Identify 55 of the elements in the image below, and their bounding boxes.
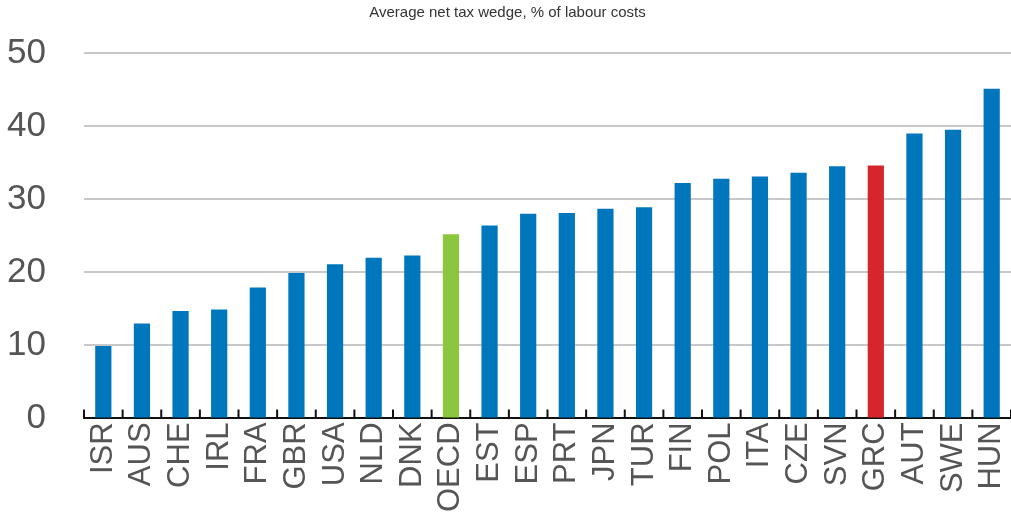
bar [365, 257, 382, 418]
bar [635, 207, 653, 418]
x-tick-label: CZE [779, 422, 815, 485]
bar [133, 323, 151, 418]
x-tick-label: ESP [508, 422, 544, 485]
x-tick-label: HUN [972, 422, 1008, 490]
bar [713, 178, 730, 418]
y-tick-label: 30 [7, 176, 46, 216]
x-tick-label: OECD [431, 422, 467, 513]
bar [442, 234, 460, 418]
bar [790, 172, 807, 418]
bar [211, 309, 228, 418]
x-tick-label: IRL [199, 422, 235, 471]
x-tick-label: PRT [547, 422, 583, 484]
bar [326, 264, 344, 418]
x-tick-label: SWE [933, 422, 969, 494]
x-tick-label: ISR [83, 422, 119, 475]
y-tick-label: 50 [7, 30, 46, 70]
x-tick-label: ITA [740, 422, 776, 469]
y-tick-label: 20 [7, 249, 46, 289]
x-tick-label: EST [470, 422, 506, 483]
bar [520, 213, 537, 418]
bar [172, 311, 189, 418]
bar [481, 225, 498, 418]
y-tick-label: 0 [26, 396, 46, 436]
x-tick-label: POL [701, 422, 737, 485]
bar [674, 183, 691, 418]
chart-title: Average net tax wedge, % of labour costs [369, 3, 646, 21]
y-tick-label: 10 [7, 323, 46, 363]
x-tick-label: AUS [122, 422, 158, 487]
bar [829, 166, 846, 418]
x-tick-label: NLD [354, 422, 390, 485]
bar [558, 213, 575, 418]
bar [906, 133, 923, 418]
x-tick-label: FRA [238, 422, 274, 485]
bar [867, 165, 884, 418]
bar [983, 88, 1000, 418]
x-tick-label: DNK [392, 422, 428, 488]
x-tick-label: CHE [161, 422, 197, 488]
bar [751, 176, 769, 418]
bar [249, 287, 266, 418]
x-tick-label: JPN [585, 422, 621, 482]
bar [404, 255, 421, 418]
x-tick-label: SVN [817, 422, 853, 487]
x-tick-label: AUT [894, 422, 930, 485]
x-tick-label: USA [315, 422, 351, 487]
x-tick-label: TUR [624, 422, 660, 487]
x-tick-label: GBR [276, 422, 312, 490]
x-tick-label: GRC [856, 422, 892, 492]
y-tick-label: 40 [7, 103, 46, 143]
x-tick-label: FIN [663, 422, 699, 473]
bar [944, 129, 962, 418]
bar [288, 272, 305, 418]
bar [95, 346, 112, 418]
bar [597, 208, 614, 418]
